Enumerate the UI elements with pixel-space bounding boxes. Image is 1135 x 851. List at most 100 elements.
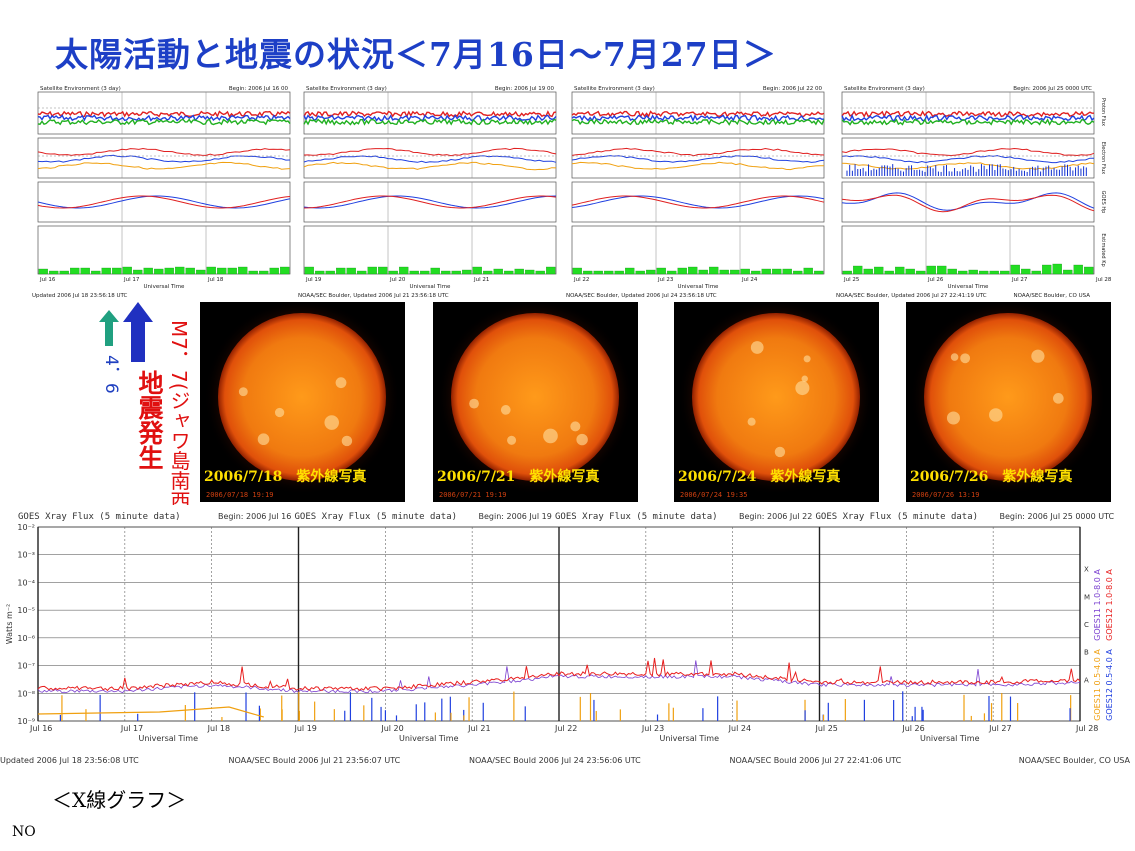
goes-hp-line [841, 192, 1095, 211]
kp-bar [793, 270, 803, 275]
satellite-panel-footer: NOAA/SEC Boulder, Updated 2006 Jul 21 23… [298, 293, 449, 299]
sun-surface [451, 313, 619, 481]
satellite-plot-frame [841, 225, 1095, 275]
sun-image-timestamp: 2006/07/21 19:19 [439, 491, 507, 499]
satellite-day-label: Jul 21 [473, 277, 489, 283]
kp-bar [259, 270, 269, 275]
satellite-plot-frame [571, 181, 825, 223]
xray-day-label: Jul 22 [554, 724, 577, 733]
sun-image-caption: 2006/7/26 紫外線写真 [910, 469, 1073, 485]
kp-bar [185, 267, 195, 275]
earthquake-label-primary: 地震発生 [135, 370, 164, 470]
active-region [950, 353, 959, 361]
satellite-day-label: Jul 24 [741, 277, 758, 283]
xray-class-label: X [1084, 566, 1089, 574]
active-region [747, 417, 756, 426]
kp-bar [667, 270, 677, 275]
xray-legend-item: GOES12 0.5-4.0 A [1105, 649, 1114, 721]
kp-bar [196, 269, 206, 275]
kp-bar [625, 267, 635, 275]
active-region [801, 375, 808, 382]
xray-footer: NOAA/SEC Bould 2006 Jul 21 23:56:07 UTC [229, 756, 401, 765]
satellite-panel-footer: NOAA/SEC Boulder, Updated 2006 Jul 24 23… [566, 293, 717, 299]
xray-xaxis-label: Universal Time [399, 734, 459, 743]
kp-bar [814, 270, 824, 275]
satellite-day-label: Jul 22 [573, 277, 589, 283]
goes12-long-line [37, 657, 1081, 692]
kp-bar [238, 266, 248, 275]
xray-day-label: Jul 23 [641, 724, 664, 733]
sun-image-timestamp: 2006/07/26 13:19 [912, 491, 980, 499]
active-region [750, 341, 764, 354]
kp-bar [874, 266, 884, 275]
sun-image-caption: 2006/7/21 紫外線写真 [437, 469, 600, 485]
satellite-plot-frame [303, 91, 557, 135]
xray-ylabel: Watts m⁻² [5, 604, 14, 645]
kp-bar [493, 268, 503, 275]
kp-bar [583, 270, 593, 275]
kp-bar [958, 270, 968, 275]
satellite-day-label: Jul 17 [123, 277, 140, 283]
kp-bar [388, 270, 398, 275]
sun-image-3: 2006/7/24 紫外線写真 2006/07/24 19:35 [674, 302, 879, 502]
kp-bar [315, 270, 325, 275]
kp-bar [709, 266, 719, 275]
xray-day-label: Jul 20 [380, 724, 403, 733]
proton-flux-line [841, 113, 1095, 122]
kp-bar [688, 266, 698, 275]
kp-bar [164, 267, 174, 275]
kp-bar [842, 270, 852, 275]
kp-bar [49, 270, 59, 275]
satellite-xaxis-label: Universal Time [948, 284, 990, 290]
proton-flux-line [571, 118, 825, 126]
kp-bar [937, 265, 947, 275]
satellite-panel-begin: Begin: 2006 Jul 16 00 [229, 86, 289, 92]
kp-bar [367, 266, 377, 275]
xray-panel-begin: Begin: 2006 Jul 25 0000 UTC [1000, 512, 1115, 521]
goes-hp-line [303, 195, 557, 209]
kp-bar [677, 267, 687, 275]
electron-flux-line [571, 161, 825, 171]
satellite-plot-frame [571, 91, 825, 135]
sun-image-timestamp: 2006/07/24 19:35 [680, 491, 748, 499]
active-region [989, 408, 1003, 422]
xray-legend-item: GOES11 0.5-4.0 A [1093, 649, 1102, 721]
kp-bar [378, 266, 388, 275]
kp-bar [1084, 266, 1094, 275]
xray-flux-chart: 10⁻² 10⁻³ 10⁻⁴ 10⁻⁵ 10⁻⁶ 10⁻⁷ 10⁻⁸ 10⁻⁹ Watts m⁻… [0, 505, 1135, 765]
kp-bar [604, 270, 614, 275]
kp-bar [336, 267, 346, 275]
active-region [469, 398, 479, 409]
xray-day-label: Jul 24 [728, 724, 751, 733]
xray-xaxis-label: Universal Time [659, 734, 719, 743]
kp-bar [646, 269, 656, 275]
satellite-right-label: GOES Hp [1100, 191, 1106, 214]
active-region [257, 433, 270, 446]
sun-disk [204, 302, 400, 495]
satellite-panel-header: Satellite Environment (3 day) [306, 86, 387, 92]
xray-day-label: Jul 19 [294, 724, 317, 733]
kp-bar [1073, 264, 1083, 275]
xray-ytick-label: 10⁻³ [17, 551, 35, 560]
sun-image-2: 2006/7/21 紫外線写真 2006/07/21 19:19 [433, 302, 638, 502]
proton-flux-line [303, 118, 557, 126]
xray-day-label: Jul 28 [1075, 724, 1098, 733]
xray-xaxis-label: Universal Time [920, 734, 980, 743]
kp-bar [175, 266, 185, 275]
kp-bar [514, 268, 524, 275]
sun-surface [218, 313, 386, 481]
xray-panel-begin: Begin: 2006 Jul 22 [739, 512, 812, 521]
kp-bar [304, 266, 314, 275]
electron-flux-line [37, 161, 291, 170]
satellite-right-label: Estimated Kp [1100, 233, 1106, 266]
sun-disk [437, 302, 633, 495]
satellite-day-label: Jul 25 [843, 277, 860, 283]
kp-bar [269, 267, 279, 275]
proton-flux-line [37, 114, 291, 122]
satellite-right-label: Electron Flux [1100, 142, 1106, 175]
active-region [795, 381, 810, 396]
kp-bar [968, 269, 978, 275]
kp-bar [698, 269, 708, 275]
active-region [803, 355, 811, 363]
proton-flux-line [303, 110, 557, 119]
